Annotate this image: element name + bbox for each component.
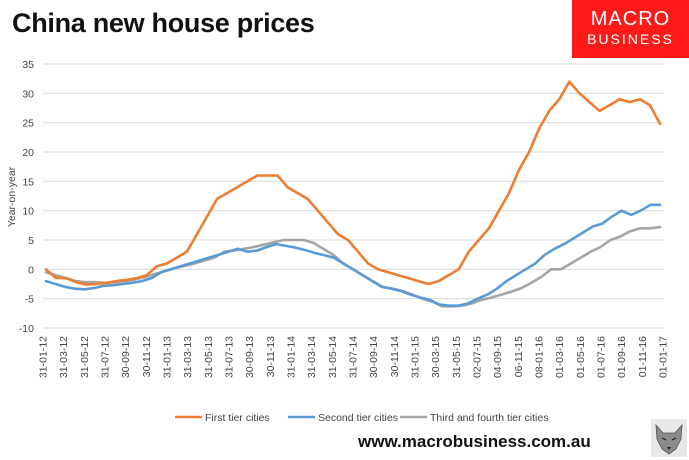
y-tick-label: 25 [22,118,34,130]
data-series [44,80,662,308]
x-tick-label: 31-01-13 [162,336,174,378]
x-tick-label: 01-09-16 [616,336,628,378]
x-tick-label: 30-09-14 [368,336,380,378]
x-tick-label: 31-05-14 [327,336,339,378]
x-tick-label: 30-11-13 [265,336,277,377]
x-tick-label: 31-07-13 [224,336,236,378]
x-tick-label: 01-01-17 [658,336,670,378]
x-tick-label: 31-01-14 [286,336,298,378]
y-tick-label: 35 [22,59,34,71]
wolf-icon [651,419,687,457]
y-tick-label: 15 [22,176,34,188]
x-tick-label: 01-07-16 [596,336,608,378]
x-tick-label: 31-07-12 [100,336,112,378]
x-tick-label: 04-09-15 [492,336,504,378]
x-axis-ticks: 31-01-12 31-03-12 31-05-12 31-07-12 30-09-12… [38,336,670,378]
chart-title: China new house prices [12,8,315,38]
legend-label: First tier cities [205,412,270,424]
y-tick-label: 30 [22,88,34,100]
x-tick-label: 08-01-16 [534,336,546,378]
series-line-second-tier-cities [44,203,662,308]
x-tick-label: 01-03-16 [554,336,566,378]
y-tick-label: 20 [22,147,34,159]
x-tick-label: 30-11-14 [389,336,401,377]
macrobusiness-logo: MACRO BUSINESS [572,0,689,58]
y-tick-label: 10 [22,206,34,218]
y-tick-label: -10 [19,323,34,335]
x-tick-label: 31-07-14 [348,336,360,378]
x-tick-label: 30-09-12 [120,336,132,378]
y-axis-ticks: -10 -5 0 5 10 15 20 25 30 35 [19,59,34,335]
y-tick-label: 5 [28,235,34,247]
gridlines [43,63,663,329]
x-tick-label: 31-03-13 [182,336,194,378]
x-tick-label: 30-11-12 [141,336,153,377]
x-tick-label: 02-07-15 [472,336,484,378]
legend-label: Third and fourth tier cities [430,412,548,424]
logo-line-2: BUSINESS [587,31,674,47]
y-axis-label: Year-on-year [6,166,18,227]
x-tick-label: 06-11-15 [513,336,525,377]
y-tick-label: -5 [25,294,34,306]
footer-url: www.macrobusiness.com.au [358,432,591,451]
x-tick-label: 31-03-14 [306,336,318,378]
x-tick-label: 31-05-15 [451,336,463,378]
x-tick-label: 01-11-16 [637,336,649,377]
x-tick-label: 31-05-12 [79,336,91,378]
legend-label: Second tier cities [318,412,398,424]
logo-line-1: MACRO [590,8,671,30]
y-tick-label: 0 [28,264,34,276]
x-tick-label: 30-03-15 [430,336,442,378]
x-tick-label: 31-03-12 [58,336,70,378]
series-line-first-tier-cities [44,80,662,286]
legend: First tier cities Second tier cities Third… [175,412,548,424]
x-tick-label: 01-05-16 [575,336,587,378]
x-tick-label: 31-01-12 [38,336,50,378]
x-tick-label: 31-01-15 [410,336,422,378]
x-tick-label: 31-05-13 [203,336,215,378]
series-line-third-and-fourth-tier-cities [44,225,662,308]
x-tick-label: 30-09-13 [244,336,256,378]
